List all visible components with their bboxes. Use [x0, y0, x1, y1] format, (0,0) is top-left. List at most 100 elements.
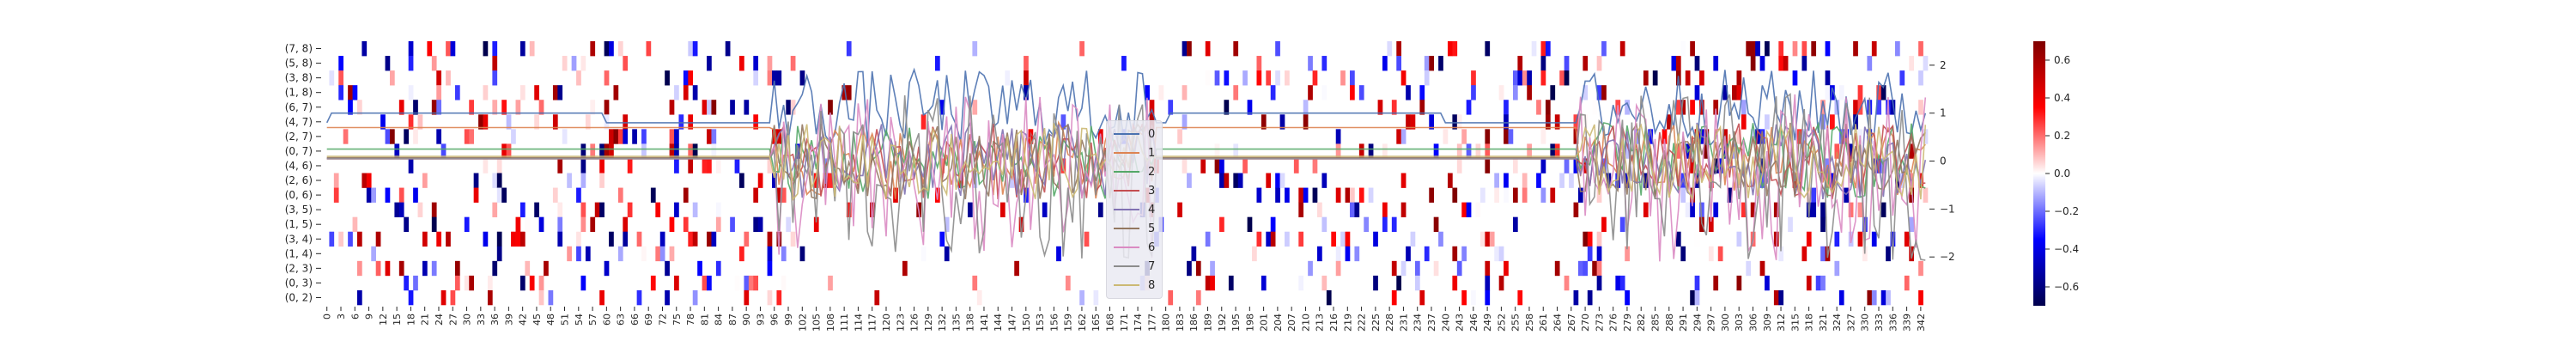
heatmap-cell [1825, 85, 1831, 100]
heatmap-cell [1364, 216, 1370, 233]
heatmap-cell [1801, 246, 1807, 262]
heatmap-cell [1596, 246, 1602, 262]
heatmap-cell [1694, 85, 1700, 100]
heatmap-cell [1690, 158, 1695, 174]
heatmap-cell [1285, 70, 1290, 86]
heatmap-cell [417, 202, 423, 217]
column-label: 120 [881, 314, 892, 332]
colorbar-label: 0.0 [2054, 167, 2070, 180]
heatmap-cell [1195, 260, 1201, 277]
heatmap-cell [576, 187, 581, 203]
heatmap-cell [1848, 202, 1854, 217]
heatmap-cell [1820, 216, 1826, 233]
legend-swatch [1114, 228, 1139, 229]
heatmap-cell [1387, 41, 1393, 57]
heatmap-cell [538, 100, 544, 115]
heatmap-cell [669, 129, 675, 144]
column-label: 177 [1146, 314, 1157, 332]
heatmap-cell [492, 41, 498, 57]
column-label: 342 [1916, 314, 1927, 332]
heatmap-cell [1871, 231, 1877, 247]
heatmap-cell [1358, 187, 1364, 203]
heatmap-cell [1820, 202, 1826, 217]
column-label: 336 [1887, 314, 1899, 332]
heatmap-cell [473, 173, 479, 188]
heatmap-cell [1373, 275, 1378, 291]
heatmap-cell [1433, 260, 1439, 277]
column-label: 84 [714, 314, 725, 326]
heatmap-cell [828, 275, 833, 291]
column-label: 165 [1091, 314, 1102, 332]
legend-entry: 4 [1114, 200, 1155, 219]
heatmap-cell [744, 289, 750, 306]
legend-entry: 1 [1114, 143, 1155, 162]
legend-label: 4 [1148, 203, 1156, 216]
legend: 0 1 2 3 4 5 6 7 8 [1106, 120, 1163, 299]
right-axis-label: 2 [1940, 59, 1947, 71]
heatmap-cell [1224, 173, 1230, 188]
heatmap-cell [567, 246, 572, 262]
heatmap-cell [1191, 246, 1197, 262]
column-label: 138 [965, 314, 976, 332]
heatmap-cell [1577, 260, 1583, 277]
column-label: 186 [1188, 314, 1200, 332]
heatmap-cell [571, 56, 577, 71]
column-label: 210 [1300, 314, 1311, 332]
heatmap-cell [1713, 100, 1719, 115]
column-label: 240 [1440, 314, 1451, 332]
heatmap-cell [1625, 246, 1630, 262]
heatmap-cell [1285, 231, 1290, 247]
heatmap-cell [1583, 231, 1589, 247]
heatmap-cell [594, 202, 600, 217]
column-label: 36 [489, 314, 501, 326]
heatmap-cell [1438, 56, 1443, 71]
heatmap-cell [1466, 100, 1472, 115]
heatmap-cell [1354, 246, 1360, 262]
heatmap-cell [1205, 231, 1211, 247]
heatmap-cell [1461, 129, 1467, 144]
heatmap-cell [688, 70, 694, 86]
heatmap-cell [646, 41, 652, 57]
heatmap-cell [1559, 70, 1564, 86]
heatmap-cell [734, 275, 740, 291]
heatmap-cell [1210, 260, 1215, 277]
heatmap-cell [1909, 173, 1915, 188]
heatmap-cell [1261, 114, 1267, 130]
heatmap-cell [1312, 70, 1318, 86]
heatmap-cell [375, 231, 381, 247]
heatmap-cell [1554, 114, 1560, 130]
column-label: 183 [1175, 314, 1186, 332]
heatmap-cell [1345, 187, 1351, 203]
heatmap-cell [1857, 231, 1863, 247]
heatmap-cell [1727, 187, 1733, 203]
heatmap-cell [1778, 56, 1784, 71]
heatmap-cell [483, 114, 489, 130]
heatmap-cell [398, 260, 404, 277]
heatmap-cell [1527, 85, 1532, 100]
heatmap-cell [1391, 260, 1397, 277]
heatmap-cell [366, 173, 372, 188]
heatmap-cell [1237, 173, 1243, 188]
heatmap-cell [1619, 41, 1625, 57]
heatmap-cell [436, 231, 441, 247]
heatmap-cell [1811, 202, 1817, 217]
heatmap-cell [1195, 289, 1201, 306]
heatmap-cell [1694, 231, 1700, 247]
heatmap-cell [1741, 202, 1747, 217]
heatmap-cell [1680, 187, 1686, 203]
heatmap-cell [389, 70, 395, 86]
heatmap-cell [1266, 231, 1272, 247]
legend-label: 2 [1148, 165, 1156, 179]
heatmap-cell [361, 173, 368, 188]
heatmap-cell [1918, 70, 1923, 86]
heatmap-cell [674, 158, 679, 174]
heatmap-cell [1485, 289, 1491, 306]
heatmap-cell [707, 158, 712, 174]
column-label: 54 [574, 314, 585, 326]
heatmap-cell [1619, 216, 1625, 233]
heatmap-cell [1456, 260, 1462, 277]
heatmap-cell [1596, 85, 1602, 100]
heatmap-cell [1577, 187, 1583, 203]
heatmap-cell [1596, 275, 1602, 291]
heatmap-cell [609, 41, 614, 57]
